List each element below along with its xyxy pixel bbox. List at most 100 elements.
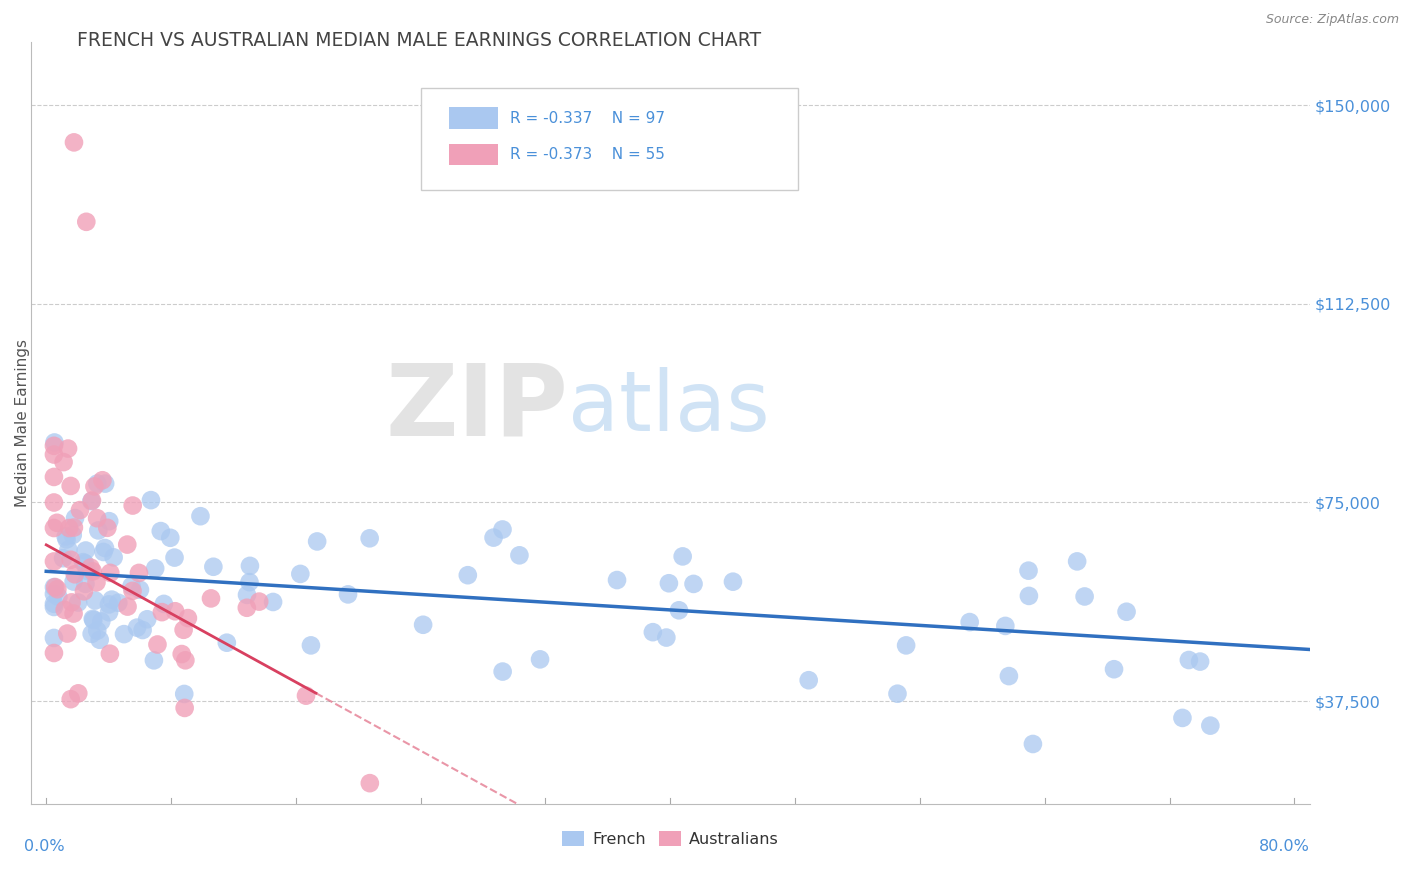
Point bbox=[82, 565, 104, 579]
Point bbox=[62, 607, 84, 621]
Point bbox=[94, 476, 117, 491]
Point bbox=[170, 647, 193, 661]
Point bbox=[42, 631, 65, 645]
Point bbox=[98, 514, 121, 528]
Point bbox=[129, 582, 152, 597]
Text: 0.0%: 0.0% bbox=[24, 838, 65, 854]
Point bbox=[98, 647, 121, 661]
Point bbox=[80, 494, 103, 508]
Point bbox=[886, 687, 908, 701]
Point bbox=[482, 531, 505, 545]
Point bbox=[67, 595, 90, 609]
Point bbox=[42, 521, 65, 535]
Point bbox=[136, 612, 159, 626]
Text: atlas: atlas bbox=[568, 368, 769, 449]
Point bbox=[797, 673, 820, 688]
Point bbox=[60, 595, 83, 609]
Point bbox=[173, 623, 195, 637]
Point bbox=[1171, 711, 1194, 725]
Point bbox=[59, 692, 82, 706]
Point bbox=[247, 594, 270, 608]
Point bbox=[98, 605, 121, 619]
Text: R = -0.373    N = 55: R = -0.373 N = 55 bbox=[510, 147, 665, 162]
Point bbox=[142, 653, 165, 667]
Point bbox=[682, 577, 704, 591]
Point bbox=[1018, 589, 1040, 603]
Point bbox=[97, 598, 120, 612]
Point bbox=[59, 553, 82, 567]
Point bbox=[153, 597, 176, 611]
Point bbox=[58, 542, 80, 557]
Point bbox=[337, 587, 360, 601]
Point bbox=[82, 613, 104, 627]
Point bbox=[412, 617, 434, 632]
Point bbox=[173, 687, 195, 701]
Point bbox=[107, 596, 129, 610]
Point bbox=[112, 627, 135, 641]
Point bbox=[529, 652, 551, 666]
Point bbox=[89, 632, 111, 647]
Point bbox=[87, 524, 110, 538]
Point bbox=[1073, 590, 1095, 604]
Point bbox=[56, 442, 79, 456]
Point bbox=[91, 473, 114, 487]
Text: R = -0.337    N = 97: R = -0.337 N = 97 bbox=[510, 111, 665, 126]
Point bbox=[290, 566, 312, 581]
Point bbox=[998, 669, 1021, 683]
Point bbox=[959, 615, 981, 629]
Point bbox=[143, 561, 166, 575]
Bar bbox=[449, 144, 498, 165]
Point bbox=[48, 590, 70, 604]
Point bbox=[63, 520, 86, 534]
Point bbox=[299, 639, 322, 653]
Point bbox=[508, 549, 530, 563]
Point bbox=[121, 579, 143, 593]
Point bbox=[103, 550, 125, 565]
Point bbox=[117, 538, 139, 552]
Point bbox=[1178, 653, 1201, 667]
Point bbox=[63, 511, 86, 525]
Point bbox=[82, 612, 104, 626]
Point bbox=[163, 550, 186, 565]
Point bbox=[165, 604, 187, 618]
Point bbox=[62, 574, 84, 589]
Point bbox=[59, 479, 82, 493]
Point bbox=[42, 599, 65, 614]
Point bbox=[75, 577, 97, 591]
Point bbox=[84, 593, 107, 607]
Point bbox=[62, 528, 84, 542]
Text: Source: ZipAtlas.com: Source: ZipAtlas.com bbox=[1265, 13, 1399, 27]
Point bbox=[53, 603, 76, 617]
Point bbox=[149, 524, 172, 538]
FancyBboxPatch shape bbox=[420, 87, 799, 191]
Point bbox=[121, 499, 143, 513]
Point bbox=[42, 580, 65, 594]
Point bbox=[236, 588, 259, 602]
Point bbox=[42, 448, 65, 462]
Point bbox=[668, 603, 690, 617]
Point bbox=[56, 626, 79, 640]
Point bbox=[86, 575, 108, 590]
Point bbox=[295, 689, 318, 703]
Point bbox=[190, 509, 212, 524]
Point bbox=[55, 529, 77, 543]
Point bbox=[239, 558, 262, 573]
Point bbox=[42, 495, 65, 509]
Point bbox=[55, 533, 77, 547]
Point bbox=[359, 776, 381, 790]
Point bbox=[42, 646, 65, 660]
Point bbox=[1066, 554, 1088, 568]
Point bbox=[641, 625, 664, 640]
Text: 80.0%: 80.0% bbox=[1258, 838, 1310, 854]
Point bbox=[100, 592, 122, 607]
Point bbox=[69, 503, 91, 517]
Point bbox=[42, 439, 65, 453]
Point bbox=[73, 556, 96, 570]
Point bbox=[174, 653, 197, 667]
Point bbox=[52, 455, 75, 469]
Point bbox=[173, 701, 195, 715]
Point bbox=[307, 534, 329, 549]
Point bbox=[96, 521, 118, 535]
Point bbox=[117, 599, 139, 614]
Point bbox=[121, 583, 143, 598]
